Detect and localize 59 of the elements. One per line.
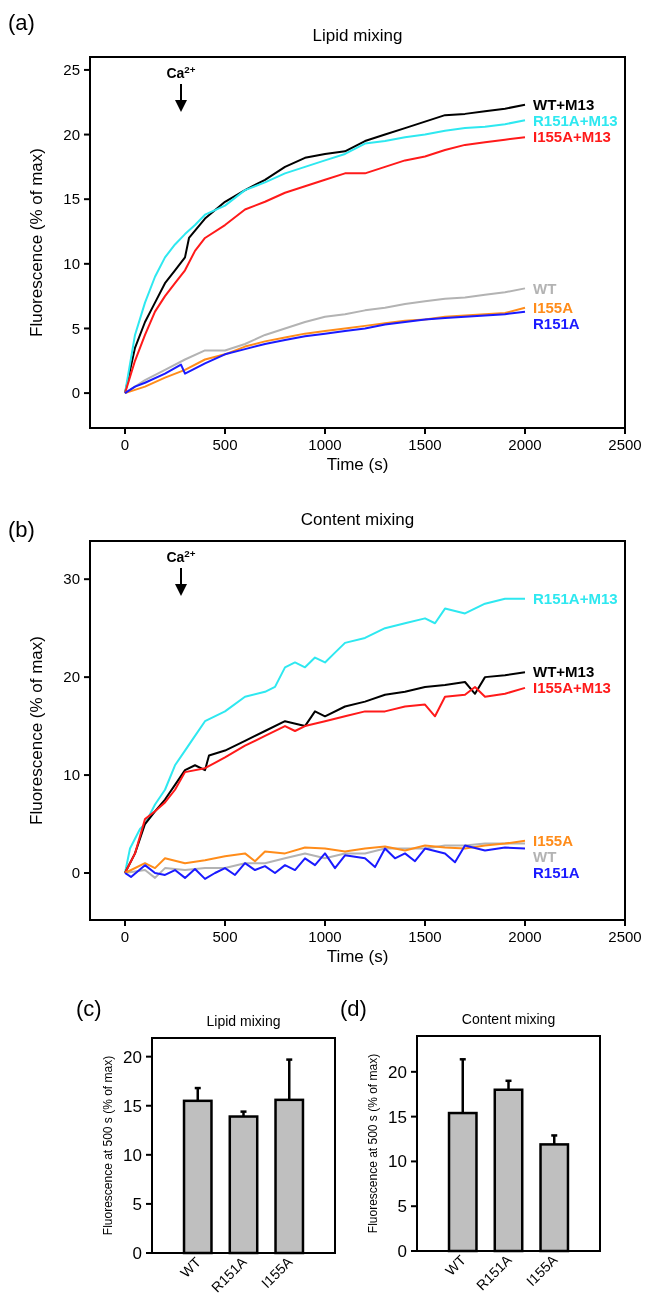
text: (a) [8, 9, 35, 35]
x-tick-label: 1000 [308, 436, 342, 453]
series-label: WT [533, 279, 557, 297]
y-tick-label: 30 [63, 570, 80, 588]
x-tick-label: 500 [212, 436, 238, 453]
x-tick-label: WT [177, 1253, 205, 1281]
y-tick-label: 20 [63, 668, 80, 686]
annotation: Ca$^{2+}$ [166, 547, 196, 565]
x-axis-title: Time (s) [326, 947, 389, 966]
x-tick-label: 2500 [608, 928, 642, 945]
y-tick-label: 20 [388, 1062, 407, 1082]
chart-title: Content mixing [300, 510, 415, 529]
y-tick-label: 15 [63, 190, 80, 208]
y-tick-label: 10 [63, 766, 80, 784]
y-tick-label: 20 [123, 1047, 142, 1067]
x-tick-label: 2000 [508, 436, 542, 453]
y-axis-title: Fluorescence (% of max) [27, 148, 46, 337]
x-tick-label: 2000 [508, 928, 542, 945]
y-tick-label: 20 [63, 125, 80, 143]
series-label: I155A+M13 [533, 128, 611, 146]
y-tick-label: 25 [63, 61, 80, 79]
y-tick-label: 15 [123, 1096, 142, 1116]
x-tick-label: 1000 [308, 928, 342, 945]
y-tick-label: 10 [388, 1152, 407, 1172]
series-label: R151A+M13 [533, 590, 618, 608]
line-series [124, 597, 526, 874]
series-label: I155A [533, 299, 574, 317]
y-tick-label: 5 [397, 1197, 407, 1217]
y-tick-label: 0 [71, 864, 80, 882]
y-tick-label: 10 [123, 1145, 142, 1165]
text: (c) [76, 995, 102, 1021]
series-label: R151A [533, 315, 580, 333]
series-label: I155A [533, 831, 574, 849]
series-label: WT [533, 847, 557, 865]
annotation: Ca$^{2+}$ [166, 63, 196, 81]
series-label: WT+M13 [533, 663, 595, 681]
y-axis-title: Fluorescence at 500 s (% of max) [101, 1055, 115, 1236]
chart-title: Lipid mixing [312, 26, 403, 45]
y-axis-title: Fluorescence (% of max) [27, 636, 46, 825]
x-tick-label: 2500 [608, 436, 642, 453]
y-tick-label: 10 [63, 255, 80, 273]
x-tick-label: WT [442, 1251, 470, 1279]
series-label: R151A [533, 863, 580, 881]
chart-title: Content mixing [461, 1011, 556, 1027]
chart-title: Lipid mixing [206, 1013, 281, 1029]
series-label: R151A+M13 [533, 112, 618, 130]
x-tick-label: 500 [212, 928, 238, 945]
y-axis-title: Fluorescence at 500 s (% of max) [366, 1053, 380, 1234]
y-tick-label: 0 [71, 384, 80, 402]
text: (d) [340, 995, 367, 1021]
series-label: WT+M13 [533, 96, 595, 114]
y-tick-label: 5 [132, 1194, 142, 1214]
text: (b) [8, 516, 35, 542]
series-label: I155A+M13 [533, 679, 611, 697]
y-tick-label: 5 [71, 319, 80, 337]
y-tick-label: 15 [388, 1107, 407, 1127]
x-tick-label: 1500 [408, 436, 442, 453]
x-tick-label: 1500 [408, 928, 442, 945]
x-axis-title: Time (s) [326, 455, 389, 474]
